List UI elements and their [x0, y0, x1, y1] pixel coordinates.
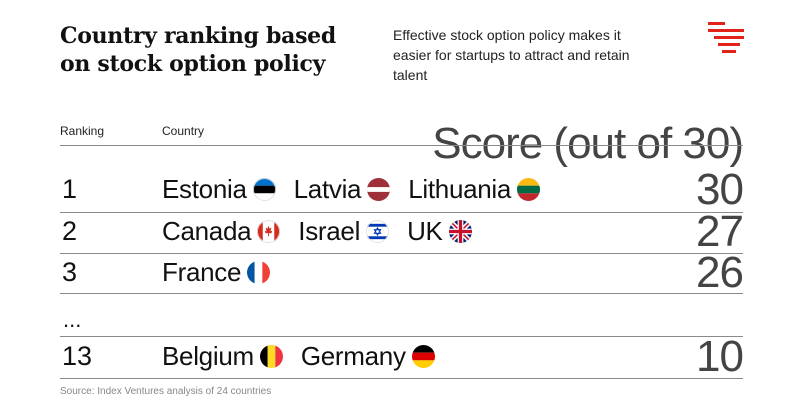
country-list: Canada Israel UK — [162, 216, 490, 246]
score-value: 10 — [696, 332, 744, 381]
country-item: Belgium — [162, 341, 283, 371]
country-name: UK — [407, 216, 443, 246]
country-name: Israel — [298, 216, 361, 246]
uk-flag-icon — [448, 219, 472, 243]
israel-flag-icon — [366, 219, 390, 243]
divider — [60, 378, 743, 379]
country-item: Israel — [298, 216, 390, 246]
country-name: Belgium — [162, 341, 254, 371]
germany-flag-icon — [411, 344, 435, 368]
divider — [60, 336, 743, 337]
country-item: UK — [407, 216, 472, 246]
column-header-ranking: Ranking — [60, 124, 105, 138]
estonia-flag-icon — [252, 177, 276, 201]
country-name: Estonia — [162, 174, 247, 204]
divider — [60, 212, 743, 213]
lithuania-flag-icon — [517, 177, 541, 201]
rank-number: 13 — [62, 341, 93, 371]
belgium-flag-icon — [259, 344, 283, 368]
country-name: Latvia — [293, 174, 362, 204]
france-flag-icon — [247, 260, 271, 284]
index-ventures-logo-icon — [708, 22, 744, 58]
country-name: Germany — [300, 341, 406, 371]
country-name: Canada — [162, 216, 252, 246]
page-title: Country ranking based on stock option po… — [60, 23, 336, 77]
country-name: Lithuania — [408, 174, 512, 204]
divider — [60, 253, 743, 254]
source-note: Source: Index Ventures analysis of 24 co… — [60, 386, 272, 397]
rank-number: 3 — [62, 257, 78, 287]
country-name: France — [162, 257, 242, 287]
country-item: Germany — [301, 341, 435, 371]
country-list: Estonia Latvia Lithuania — [162, 174, 558, 204]
rank-number: 1 — [62, 174, 78, 204]
country-list: France — [162, 257, 288, 287]
country-item: France — [162, 257, 271, 287]
country-item: Canada — [162, 216, 281, 246]
column-header-score: Score (out of 30) — [432, 119, 744, 168]
canada-flag-icon — [257, 219, 281, 243]
country-item: Latvia — [294, 174, 391, 204]
column-header-country: Country — [162, 124, 205, 138]
divider — [60, 145, 743, 146]
divider — [60, 293, 743, 294]
rank-number: 2 — [62, 216, 78, 246]
country-item: Estonia — [162, 174, 276, 204]
country-item: Lithuania — [408, 174, 541, 204]
score-value: 26 — [696, 248, 744, 297]
country-list: Belgium Germany — [162, 341, 453, 371]
latvia-flag-icon — [367, 177, 391, 201]
score-value: 30 — [696, 165, 744, 214]
score-value: 27 — [696, 207, 744, 256]
page-subtitle: Effective stock option policy makes it e… — [393, 27, 630, 83]
omitted-rows-ellipsis: ... — [63, 307, 82, 332]
